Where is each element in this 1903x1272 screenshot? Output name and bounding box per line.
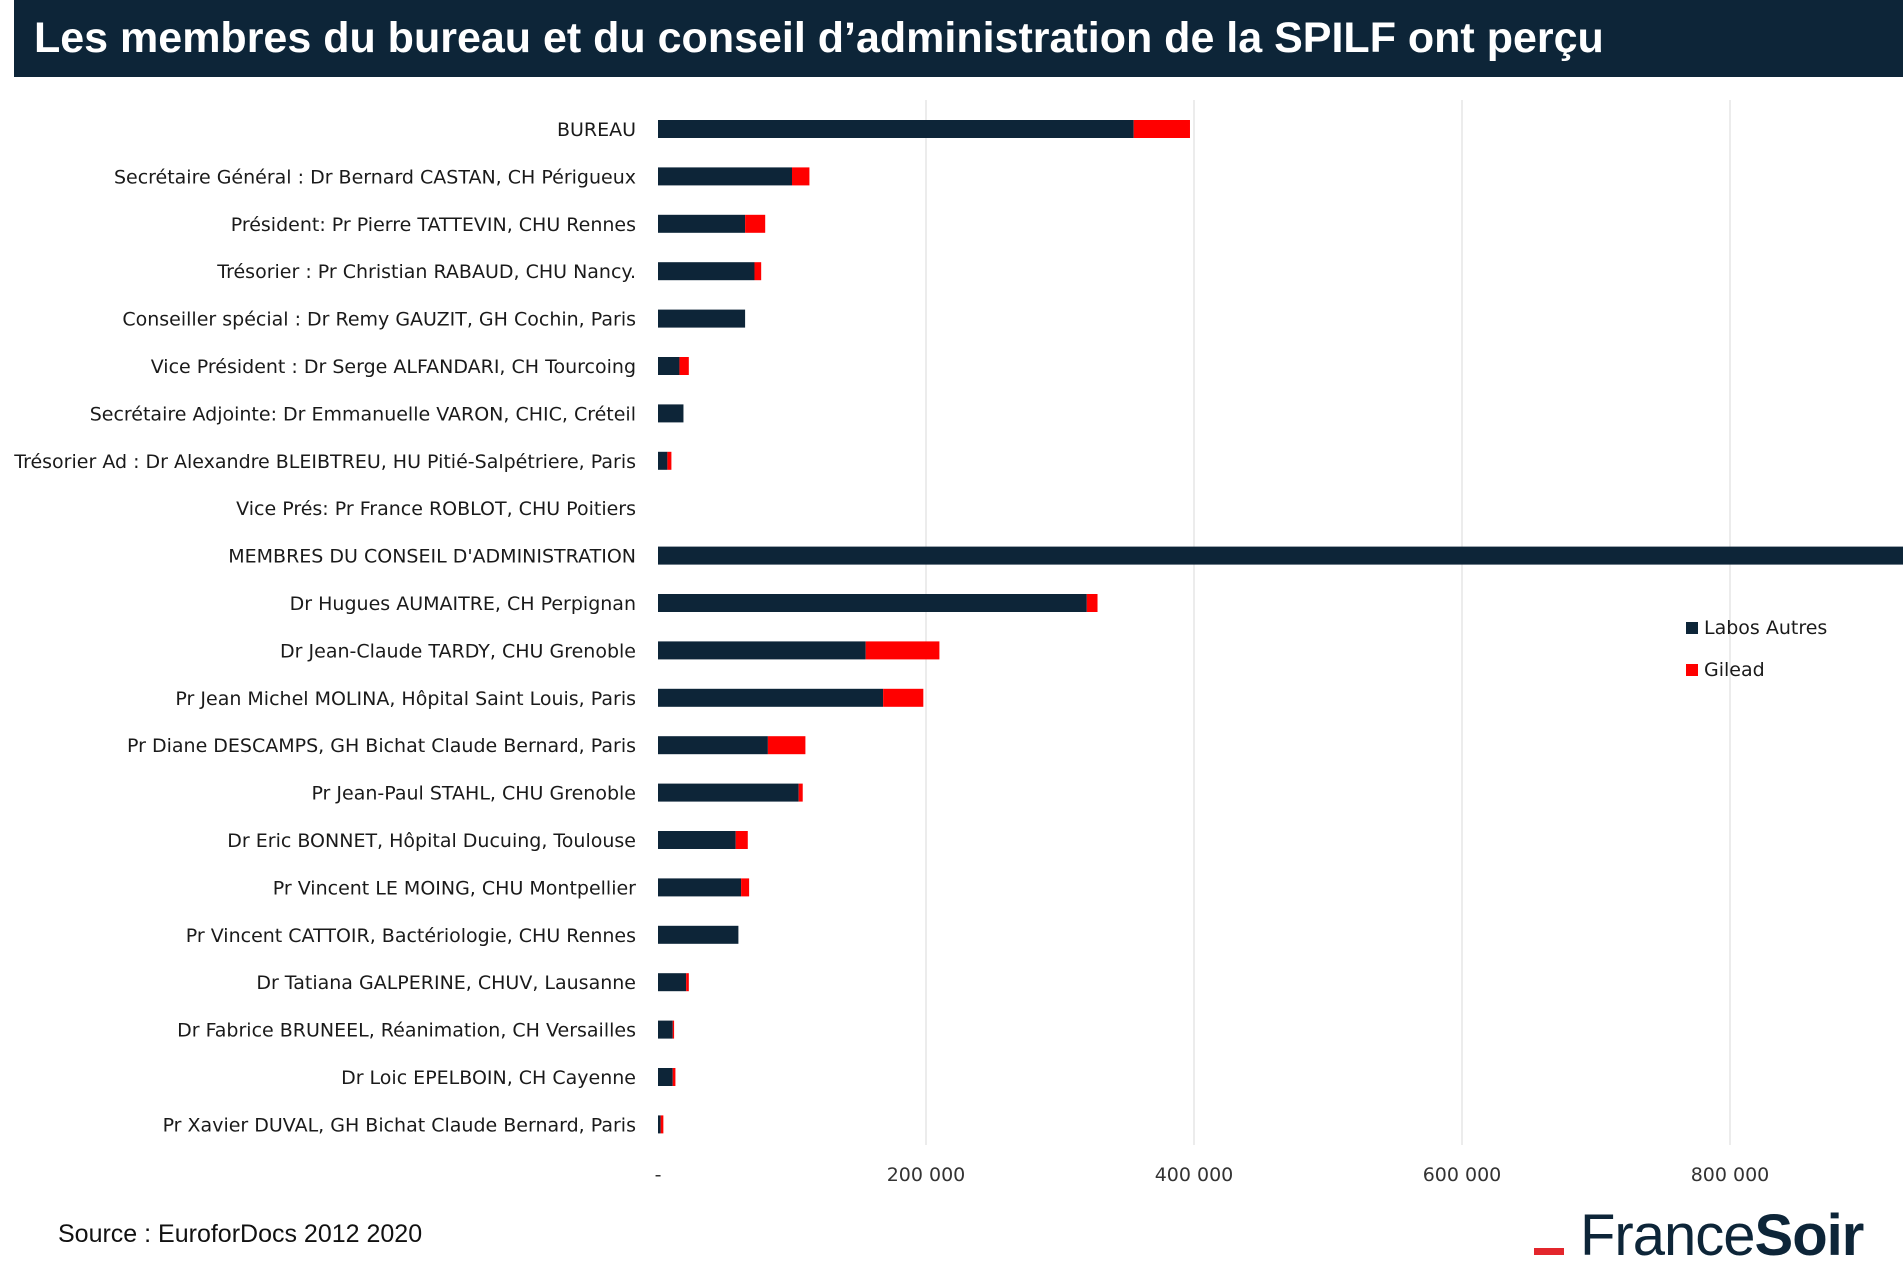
- bar-gilead: [741, 878, 750, 897]
- bar-gilead: [754, 262, 762, 281]
- bar-gilead: [883, 688, 924, 707]
- bar-labos-autres: [658, 546, 1903, 565]
- bar-labos-autres: [658, 167, 792, 186]
- bar-labos-autres: [658, 214, 746, 233]
- category-label: Dr Hugues AUMAITRE, CH Perpignan: [290, 593, 636, 615]
- bar-gilead: [745, 214, 766, 233]
- bar-labos-autres: [658, 831, 736, 849]
- bar-labos-autres: [658, 451, 668, 470]
- logo-text-bold: Soir: [1754, 1203, 1865, 1268]
- bar-labos-autres: [658, 594, 1087, 612]
- category-label: Pr Jean-Paul STAHL, CHU Grenoble: [311, 783, 636, 805]
- bar-gilead: [667, 451, 672, 470]
- bar-labos-autres: [658, 1020, 673, 1039]
- bar-labos-autres: [658, 878, 742, 897]
- bar-labos-autres: [658, 736, 768, 755]
- category-label: Secrétaire Général : Dr Bernard CASTAN, …: [114, 166, 636, 188]
- legend-item-gilead: Gilead: [1686, 649, 1827, 691]
- category-label: Vice Président : Dr Serge ALFANDARI, CH …: [151, 356, 636, 378]
- bar-gilead: [1133, 120, 1190, 138]
- logo-text-regular: France: [1580, 1203, 1756, 1268]
- source-note: Source : EuroforDocs 2012 2020: [58, 1220, 423, 1248]
- x-tick-label: 800 000: [1691, 1164, 1770, 1186]
- bar-labos-autres: [658, 688, 884, 707]
- bar-labos-autres: [658, 120, 1134, 138]
- bar-gilead: [865, 641, 940, 660]
- logo-text: FranceSoir: [1580, 1207, 1864, 1265]
- category-label: Président: Pr Pierre TATTEVIN, CHU Renne…: [231, 214, 636, 236]
- category-label: Dr Eric BONNET, Hôpital Ducuing, Toulous…: [227, 830, 636, 852]
- chart-title: Les membres du bureau et du conseil d’ad…: [34, 14, 1604, 62]
- legend-label-labos-autres: Labos Autres: [1704, 617, 1828, 639]
- bar-gilead: [686, 973, 689, 992]
- title-bar: Les membres du bureau et du conseil d’ad…: [14, 0, 1903, 77]
- bar-gilead: [798, 783, 803, 802]
- bar-gilead: [735, 831, 748, 849]
- category-label: Pr Xavier DUVAL, GH Bichat Claude Bernar…: [163, 1114, 636, 1136]
- bar-labos-autres: [658, 262, 755, 281]
- x-tick-label: 200 000: [887, 1164, 966, 1186]
- bar-labos-autres: [658, 925, 739, 944]
- bar-labos-autres: [658, 783, 799, 802]
- category-label: Pr Vincent CATTOIR, Bactériologie, CHU R…: [186, 925, 636, 947]
- legend-item-labos-autres: Labos Autres: [1686, 607, 1827, 649]
- legend-swatch-labos-autres: [1686, 622, 1698, 634]
- category-label: Trésorier : Pr Christian RABAUD, CHU Nan…: [216, 261, 636, 283]
- bar-gilead: [792, 167, 810, 186]
- x-tick-label: 400 000: [1155, 1164, 1234, 1186]
- x-tick-label: -: [655, 1164, 662, 1186]
- bar-labos-autres: [658, 1115, 661, 1134]
- category-label: Pr Vincent LE MOING, CHU Montpellier: [273, 877, 636, 899]
- bar-gilead: [672, 1068, 676, 1086]
- bar-labos-autres: [658, 309, 746, 328]
- bar-gilead: [1086, 594, 1098, 612]
- category-label: MEMBRES DU CONSEIL D'ADMINISTRATION: [228, 546, 636, 568]
- legend-swatch-gilead: [1686, 664, 1698, 676]
- category-label: BUREAU: [557, 119, 636, 141]
- bar-gilead: [767, 736, 806, 755]
- category-label: Pr Diane DESCAMPS, GH Bichat Claude Bern…: [127, 735, 636, 757]
- bar-labos-autres: [658, 404, 684, 423]
- category-label: Conseiller spécial : Dr Remy GAUZIT, GH …: [122, 309, 636, 331]
- bar-gilead: [660, 1115, 664, 1134]
- category-label: Pr Jean Michel MOLINA, Hôpital Saint Lou…: [175, 688, 636, 710]
- category-label: Dr Fabrice BRUNEEL, Réanimation, CH Vers…: [177, 1020, 636, 1042]
- legend-label-gilead: Gilead: [1704, 659, 1765, 681]
- francesoir-logo: FranceSoir: [1534, 1195, 1864, 1265]
- bar-gilead: [672, 1020, 675, 1039]
- x-tick-label: 600 000: [1423, 1164, 1502, 1186]
- category-label: Dr Loic EPELBOIN, CH Cayenne: [341, 1067, 636, 1089]
- bar-labos-autres: [658, 357, 680, 375]
- bar-gilead: [679, 357, 689, 375]
- bar-labos-autres: [658, 1068, 673, 1086]
- bar-labos-autres: [658, 973, 687, 992]
- category-label: Dr Jean-Claude TARDY, CHU Grenoble: [280, 640, 636, 662]
- category-label: Trésorier Ad : Dr Alexandre BLEIBTREU, H…: [13, 451, 636, 473]
- bar-labos-autres: [658, 641, 866, 660]
- logo-dash-mark: [1534, 1248, 1564, 1255]
- category-label: Secrétaire Adjointe: Dr Emmanuelle VARON…: [90, 403, 636, 425]
- legend: Labos Autres Gilead: [1686, 607, 1827, 691]
- category-label: Dr Tatiana GALPERINE, CHUV, Lausanne: [256, 972, 636, 994]
- category-label: Vice Prés: Pr France ROBLOT, CHU Poitier…: [236, 498, 636, 520]
